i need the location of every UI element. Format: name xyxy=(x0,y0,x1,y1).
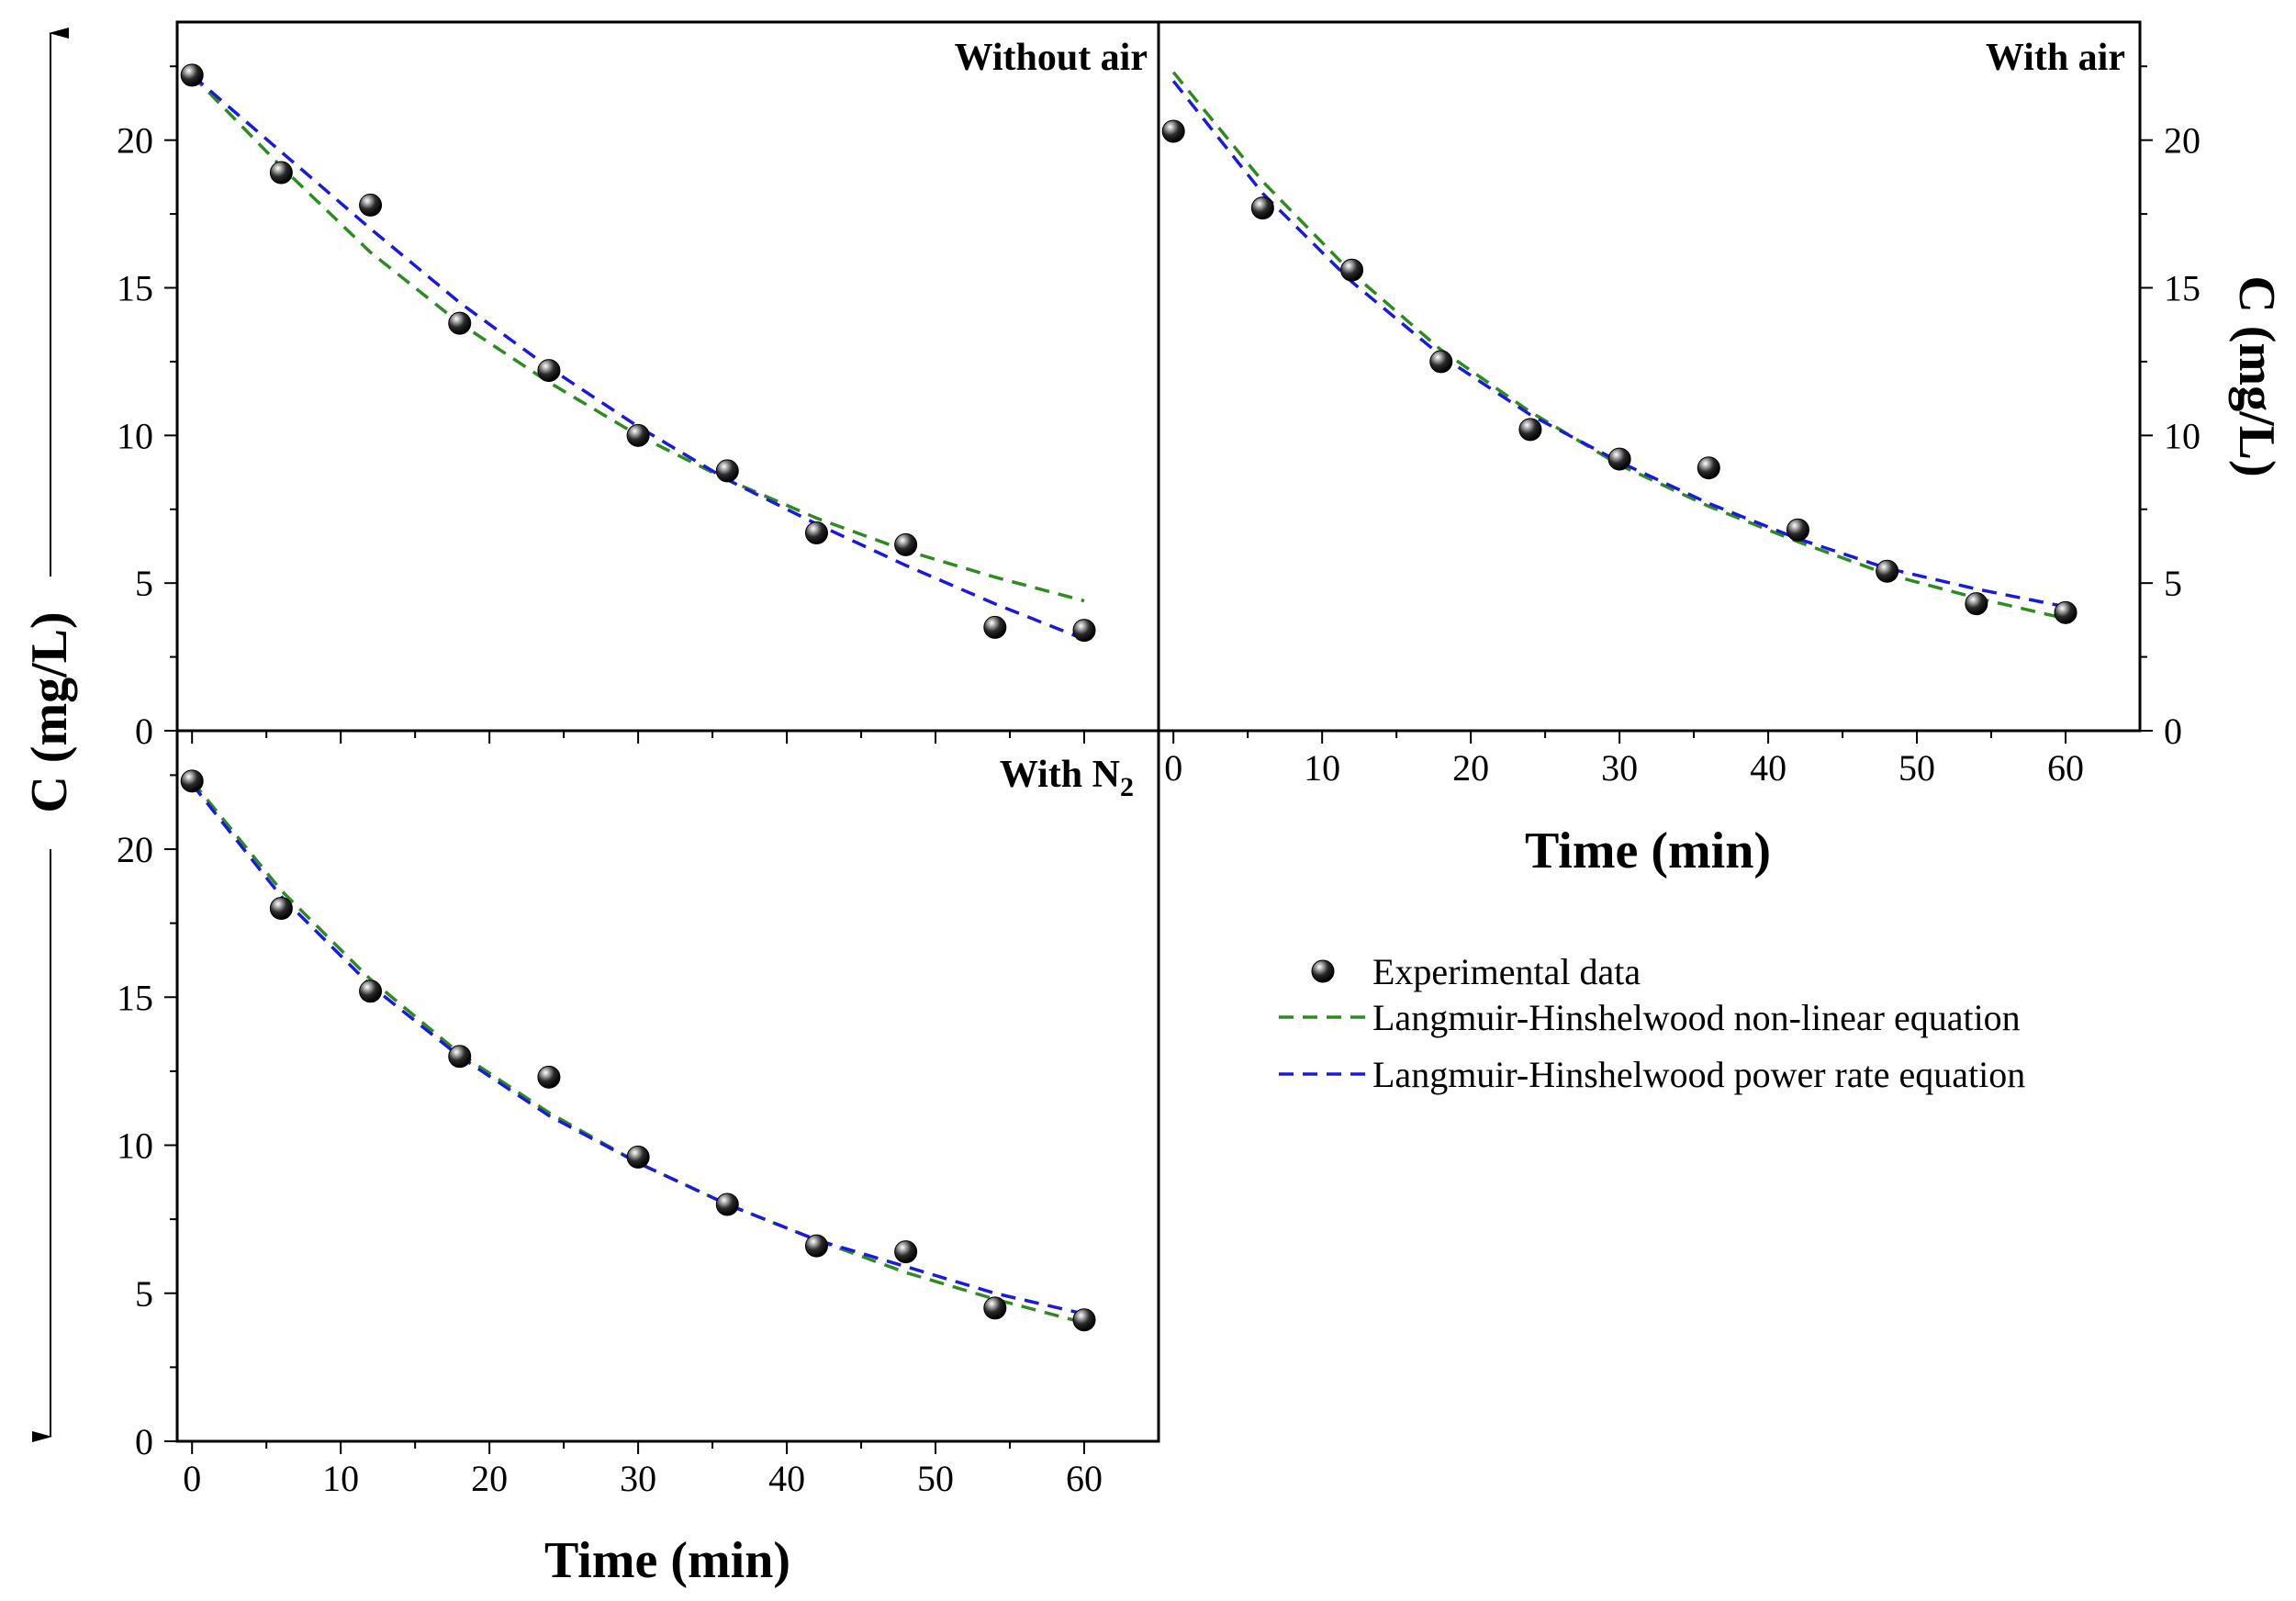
panel-with-air-y-tick-label: 0 xyxy=(2164,711,2182,752)
panel-without-air-y-tick-label: 0 xyxy=(135,711,153,752)
panel-without-air-data-points xyxy=(180,63,1096,643)
panel-with-air-data-point xyxy=(1340,258,1364,282)
panel-with-air-data-point xyxy=(1965,592,1988,616)
panel-with-n2-power-fit-line xyxy=(190,783,1085,1316)
panel-without-air-data-point xyxy=(448,311,472,335)
panel-with-air: 0 5 10 15 20 0 10 20 30 40 50 60 With air Time (min… xyxy=(1157,20,2285,879)
panel-with-air-y-axis-title: C (mg/L) xyxy=(2228,275,2285,476)
panel-with-air-data-point xyxy=(1161,119,1185,143)
panel-with-n2-x-tick-label: 50 xyxy=(917,1458,954,1499)
panel-without-air-data-point xyxy=(894,532,918,556)
panel-without-air-axes: 0 5 10 15 20 xyxy=(117,20,1160,752)
panel-with-n2-data-point xyxy=(537,1065,561,1089)
panel-with-n2-data-point xyxy=(448,1045,472,1069)
panel-with-n2-data-point xyxy=(894,1240,918,1264)
panel-with-air-fit-lines xyxy=(1171,71,2066,621)
panel-without-air-y-tick-label: 15 xyxy=(117,268,153,309)
shared-y-axis-title: C (mg/L) xyxy=(21,611,78,812)
panel-without-air-data-point xyxy=(626,423,650,447)
panel-with-n2-data-point xyxy=(180,769,204,793)
panel-with-n2-data-point xyxy=(804,1234,828,1258)
panel-with-air-nonlinear-fit-line xyxy=(1171,71,2066,621)
panel-with-air-x-tick-label: 0 xyxy=(1164,747,1182,789)
panel-with-air-x-tick-label: 50 xyxy=(1898,747,1935,789)
legend-marker-experimental xyxy=(1311,959,1335,983)
panel-with-n2-data-points xyxy=(180,769,1096,1332)
panel-with-n2-x-tick-label: 0 xyxy=(183,1458,201,1499)
panel-with-air-data-points xyxy=(1161,119,2078,624)
panel-with-air-data-point xyxy=(1697,456,1720,480)
panel-with-n2-y-tick-label: 0 xyxy=(135,1421,153,1462)
panel-with-air-data-point xyxy=(1250,196,1274,220)
panel-with-air-x-tick-label: 10 xyxy=(1304,747,1340,789)
panel-without-air-data-point xyxy=(537,359,561,383)
panel-with-air-y-tick-label: 5 xyxy=(2164,563,2182,604)
panel-with-n2-title: With N2 xyxy=(1000,754,1134,802)
panel-with-air-x-tick-label: 60 xyxy=(2047,747,2084,789)
panel-with-n2-x-tick-label: 40 xyxy=(768,1458,805,1499)
panel-with-air-data-point xyxy=(1607,447,1631,471)
panel-with-air-power-fit-line xyxy=(1171,80,2066,609)
panel-with-n2-axes: 0 5 10 15 20 0 10 20 30 40 50 60 xyxy=(117,729,1160,1499)
panel-with-n2-frame xyxy=(175,729,1160,1443)
panel-with-air-data-point xyxy=(1786,518,1809,542)
shared-y-axis-label: C (mg/L) xyxy=(21,28,78,1442)
panel-with-n2-nonlinear-fit-line xyxy=(190,779,1085,1325)
panel-with-air-y-tick-label: 10 xyxy=(2164,415,2201,456)
panel-with-air-data-point xyxy=(1518,418,1542,442)
panel-with-air-axes: 0 5 10 15 20 0 10 20 30 40 50 60 xyxy=(1157,20,2201,789)
panel-without-air: 0 5 10 15 20 Without air xyxy=(117,20,1160,752)
panel-without-air-power-fit-line xyxy=(191,73,1085,641)
legend-label-power: Langmuir-Hinshelwood power rate equation xyxy=(1372,1054,2025,1095)
panel-without-air-nonlinear-fit-line xyxy=(190,73,1085,603)
panel-with-n2-x-tick-label: 60 xyxy=(1066,1458,1103,1499)
panel-without-air-data-point xyxy=(715,459,739,483)
panel-with-air-data-point xyxy=(1429,350,1453,374)
panel-without-air-data-point xyxy=(983,615,1007,639)
panel-without-air-title: Without air xyxy=(955,37,1148,79)
panel-without-air-data-point xyxy=(180,63,204,87)
panel-with-air-y-tick-label: 20 xyxy=(2164,120,2201,162)
panel-with-n2-x-axis-title: Time (min) xyxy=(544,1532,790,1589)
panel-with-n2-y-tick-label: 10 xyxy=(117,1125,153,1167)
panel-with-n2-y-tick-label: 20 xyxy=(117,829,153,870)
panel-with-air-y-tick-label: 15 xyxy=(2164,268,2201,309)
panel-with-n2-data-point xyxy=(359,980,383,1003)
legend-label-nonlinear: Langmuir-Hinshelwood non-linear equation xyxy=(1372,997,2021,1038)
panel-with-n2-x-tick-label: 10 xyxy=(322,1458,359,1499)
panel-with-n2-data-point xyxy=(983,1296,1007,1320)
panel-with-n2-data-point xyxy=(1072,1308,1096,1332)
panel-with-n2-data-point xyxy=(269,897,293,920)
legend-label-experimental: Experimental data xyxy=(1372,951,1641,992)
panel-without-air-y-tick-label: 20 xyxy=(117,120,153,162)
panel-with-n2-x-tick-label: 20 xyxy=(471,1458,508,1499)
panel-with-air-title: With air xyxy=(1986,37,2125,79)
panel-without-air-y-tick-label: 10 xyxy=(117,415,153,456)
panel-with-air-data-point xyxy=(1876,559,1899,583)
panel-without-air-data-point xyxy=(269,161,293,185)
panel-with-n2-data-point xyxy=(626,1145,650,1169)
panel-with-air-x-tick-label: 30 xyxy=(1601,747,1638,789)
panel-with-n2-y-tick-label: 5 xyxy=(135,1273,153,1315)
panel-with-air-x-tick-label: 20 xyxy=(1452,747,1489,789)
panel-with-n2-fit-lines xyxy=(190,779,1085,1325)
panel-without-air-y-tick-label: 5 xyxy=(135,563,153,604)
panel-without-air-frame xyxy=(175,20,1160,733)
panel-with-air-x-tick-label: 40 xyxy=(1750,747,1786,789)
panel-with-air-data-point xyxy=(2054,600,2078,624)
panel-without-air-data-point xyxy=(359,193,383,217)
panel-with-air-x-axis-title: Time (min) xyxy=(1525,823,1771,879)
panel-without-air-data-point xyxy=(1072,619,1096,643)
panel-with-air-frame xyxy=(1157,20,2142,733)
panel-with-n2-data-point xyxy=(715,1192,739,1216)
legend: Experimental data Langmuir-Hinshelwood n… xyxy=(1279,951,2025,1095)
panel-without-air-fit-lines xyxy=(190,73,1085,641)
panel-with-n2: 0 5 10 15 20 0 10 20 30 40 50 60 With N2 Time (min) xyxy=(117,729,1160,1589)
panel-without-air-data-point xyxy=(804,521,828,544)
panel-with-n2-y-tick-label: 15 xyxy=(117,977,153,1018)
panel-with-n2-x-tick-label: 30 xyxy=(620,1458,656,1499)
